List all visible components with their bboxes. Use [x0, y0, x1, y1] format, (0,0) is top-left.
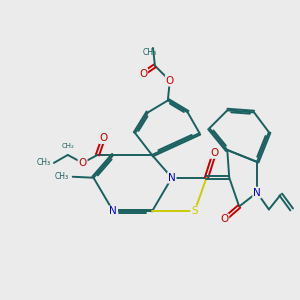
Text: O: O	[210, 148, 218, 158]
Text: CH₃: CH₃	[55, 172, 69, 181]
Text: CH₃: CH₃	[143, 48, 157, 57]
Text: N: N	[168, 173, 176, 183]
Text: O: O	[79, 158, 87, 168]
Text: O: O	[99, 133, 108, 143]
Text: CH₂: CH₂	[61, 143, 74, 149]
Text: O: O	[220, 214, 228, 224]
Text: N: N	[110, 206, 117, 216]
Text: O: O	[166, 76, 174, 85]
Text: CH₃: CH₃	[37, 158, 51, 167]
Text: N: N	[253, 188, 261, 198]
Text: O: O	[139, 69, 147, 79]
Text: S: S	[191, 206, 198, 216]
